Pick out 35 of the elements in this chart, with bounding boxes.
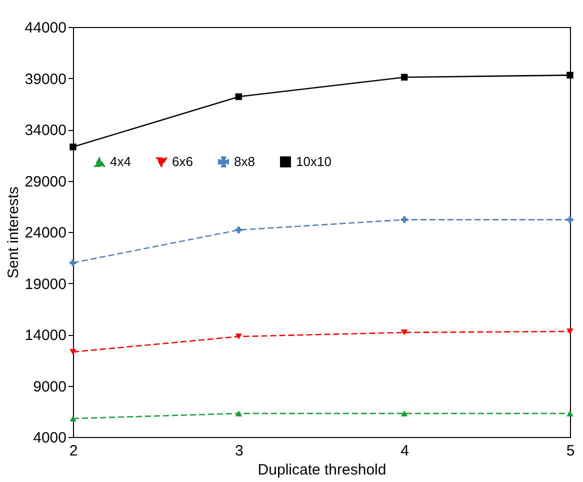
y-tick-label: 9000 [33,378,66,396]
point [566,216,574,224]
legend-label: 4x4 [110,154,131,170]
point [235,93,242,100]
y-tick-label: 19000 [24,276,66,293]
y-tick-label: 29000 [24,173,66,190]
x-tick-label: 4 [400,442,410,460]
y-tick-label: 24000 [24,224,66,242]
y-tick-label: 44000 [24,20,66,36]
y-tick-label: 4000 [33,430,66,446]
point [70,416,76,422]
point [235,334,242,340]
point [400,216,408,224]
legend-label: 10x10 [296,154,332,169]
point [70,259,76,266]
x-axis-title: Duplicate threshold [258,462,386,478]
point [70,144,76,150]
point [235,410,242,416]
x-tick-label: 3 [234,442,244,460]
x-tick-label: 5 [566,442,575,460]
legend-label: 8x8 [234,154,255,169]
point [566,328,574,334]
point [400,330,408,336]
point [235,226,242,234]
point [566,72,574,79]
legend-label: 6x6 [172,154,193,170]
x-tick-label: 2 [69,442,78,460]
y-tick-label: 34000 [24,122,66,139]
point [400,74,408,81]
point [566,410,574,416]
point [400,410,408,416]
y-tick-label: 39000 [24,70,66,88]
point [70,349,76,355]
y-axis-title: Sent interests [4,186,22,278]
y-tick-label: 14000 [24,327,66,344]
